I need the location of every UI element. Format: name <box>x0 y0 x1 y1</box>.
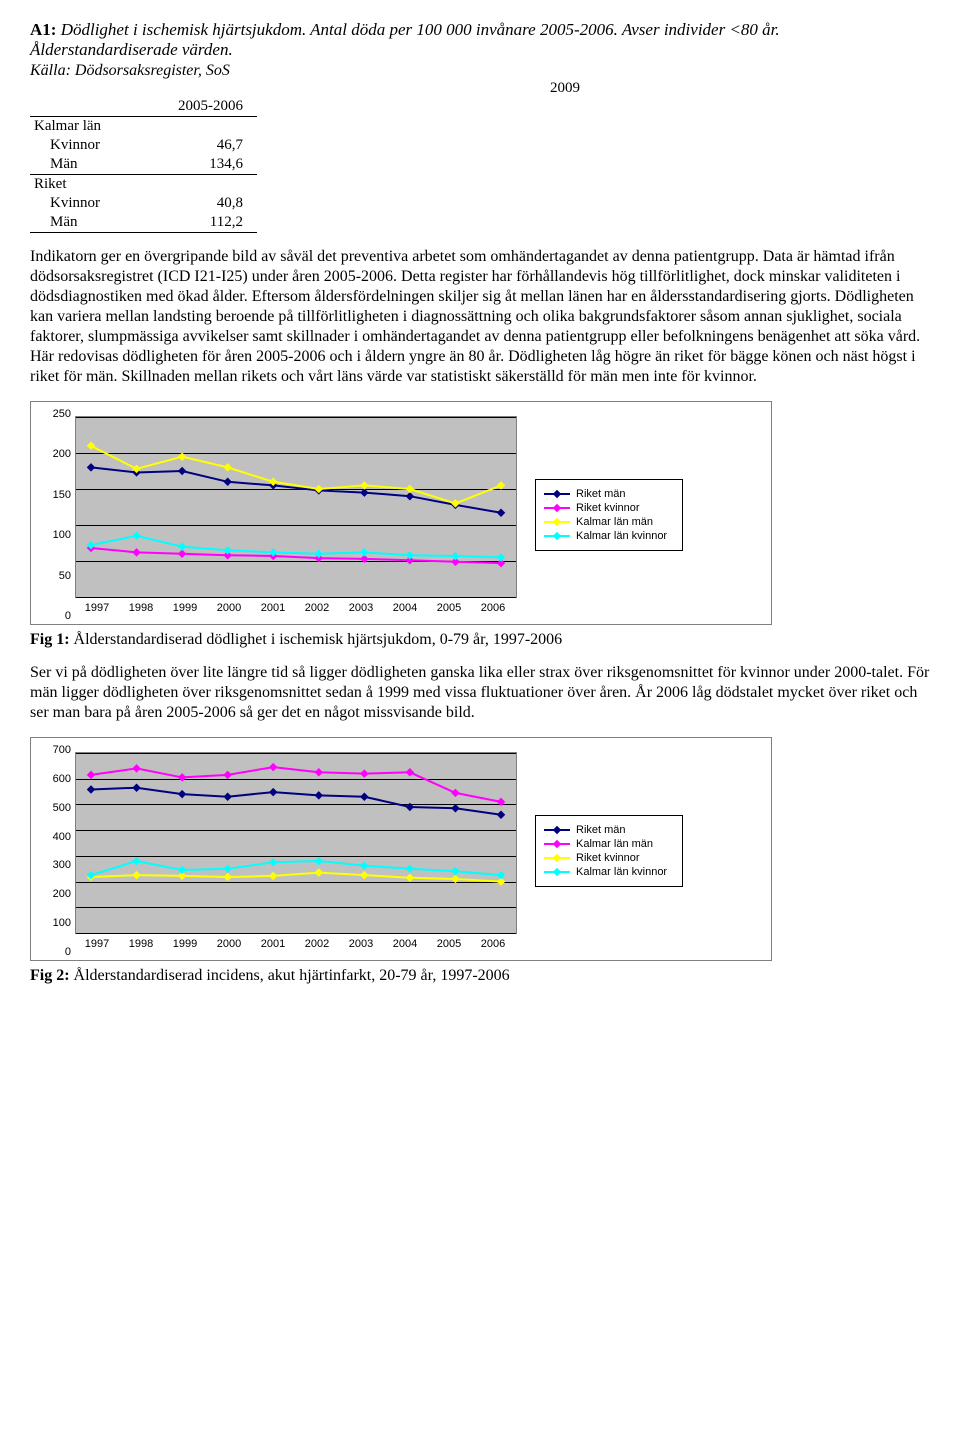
fig-text: Ålderstandardiserad incidens, akut hjärt… <box>74 967 510 984</box>
fig-2-caption: Fig 2: Ålderstandardiserad incidens, aku… <box>30 967 930 985</box>
legend-item: Riket män <box>544 488 674 500</box>
legend-item: Riket kvinnor <box>544 502 674 514</box>
chart-1-legend: Riket män Riket kvinnor Kalmar län män Kalm… <box>535 479 683 551</box>
chart-1-ylabels: 250200150100500 <box>43 408 71 622</box>
legend-item: Riket kvinnor <box>544 852 674 864</box>
chart-1-xlabels: 1997199819992000200120022003200420052006 <box>75 598 515 614</box>
chart-2-ylabels: 7006005004003002001000 <box>43 744 71 958</box>
fig-label: Fig 1: <box>30 631 70 648</box>
group-label: Riket <box>30 175 174 195</box>
row-label: Kvinnor <box>30 136 174 155</box>
chart-2-legend: Riket män Kalmar län män Riket kvinnor Kalm… <box>535 815 683 887</box>
chart-2-frame: 7006005004003002001000 19971998199920002… <box>30 737 772 961</box>
chart-2-xlabels: 1997199819992000200120022003200420052006 <box>75 934 515 950</box>
source-line: Källa: Dödsorsaksregister, SoS <box>30 62 930 80</box>
group-label: Kalmar län <box>30 117 174 137</box>
data-table: 2005-2006 Kalmar län Kvinnor46,7 Män134,… <box>30 97 257 233</box>
row-value: 112,2 <box>174 213 257 233</box>
chart-1-frame: 250200150100500 199719981999200020012002… <box>30 401 772 625</box>
legend-item: Kalmar län kvinnor <box>544 530 674 542</box>
section-heading: A1: Dödlighet i ischemisk hjärtsjukdom. … <box>30 20 930 60</box>
legend-item: Kalmar län män <box>544 516 674 528</box>
chart-1-plot <box>75 416 517 598</box>
fig-1-caption: Fig 1: Ålderstandardiserad dödlighet i i… <box>30 631 930 649</box>
legend-item: Kalmar län kvinnor <box>544 866 674 878</box>
heading-label: A1: <box>30 20 56 39</box>
chart-2-plot <box>75 752 517 934</box>
row-label: Kvinnor <box>30 194 174 213</box>
paragraph-2: Ser vi på dödligheten över lite längre t… <box>30 663 930 723</box>
paragraph-1: Indikatorn ger en övergripande bild av s… <box>30 247 930 387</box>
row-value: 134,6 <box>174 155 257 175</box>
period-cell: 2005-2006 <box>174 97 257 117</box>
row-label: Män <box>30 213 174 233</box>
fig-text: Ålderstandardiserad dödlighet i ischemis… <box>74 631 563 648</box>
legend-item: Riket män <box>544 824 674 836</box>
row-value: 46,7 <box>174 136 257 155</box>
fig-label: Fig 2: <box>30 967 70 984</box>
row-label: Män <box>30 155 174 175</box>
row-value: 40,8 <box>174 194 257 213</box>
year-top: 2009 <box>200 80 930 97</box>
heading-text: Dödlighet i ischemisk hjärtsjukdom. Anta… <box>30 20 780 59</box>
legend-item: Kalmar län män <box>544 838 674 850</box>
